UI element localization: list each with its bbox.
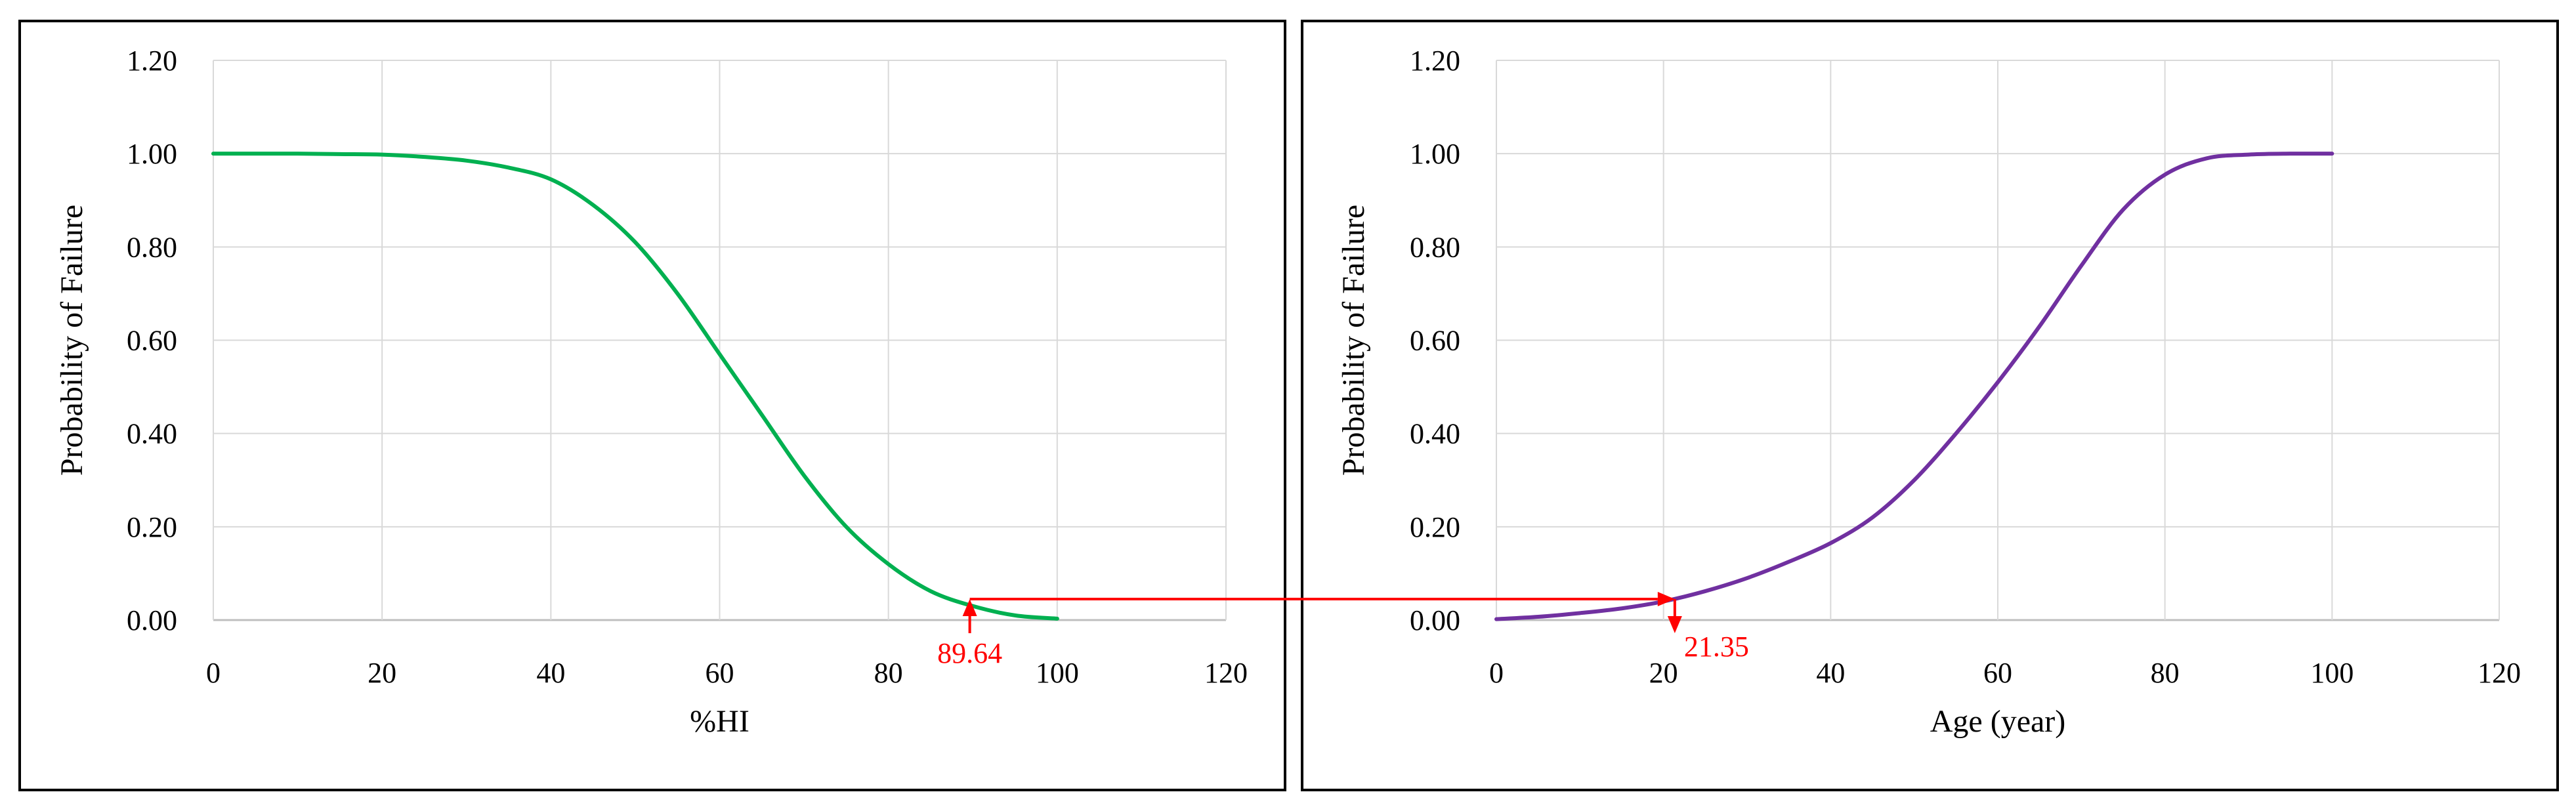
annotation-label-hi: 89.64 — [937, 637, 1002, 669]
x-tick-label-age-3: 60 — [1983, 657, 2012, 689]
y-tick-label-hi-4: 0.80 — [127, 231, 177, 263]
y-tick-label-age-5: 1.00 — [1410, 138, 1460, 170]
annotation-label-age: 21.35 — [1684, 631, 1749, 663]
x-tick-label-age-1: 20 — [1649, 657, 1678, 689]
y-tick-label-hi-5: 1.00 — [127, 138, 177, 170]
x-axis-title-hi: %HI — [690, 704, 750, 739]
x-tick-label-hi-5: 100 — [1036, 657, 1079, 689]
annotation-arrowhead-connector — [1657, 592, 1675, 607]
series-line-hi-0 — [211, 152, 1059, 621]
x-tick-label-age-0: 0 — [1489, 657, 1504, 689]
x-tick-label-hi-6: 120 — [1204, 657, 1248, 689]
x-tick-label-age-4: 80 — [2151, 657, 2180, 689]
y-tick-label-hi-3: 0.60 — [127, 325, 177, 357]
x-tick-label-hi-3: 60 — [706, 657, 734, 689]
x-axis-title-age: Age (year) — [1930, 704, 2066, 739]
panel-frame-hi — [18, 20, 1286, 791]
y-tick-label-age-2: 0.40 — [1410, 418, 1460, 450]
x-tick-label-age-2: 40 — [1816, 657, 1845, 689]
series-line-age-0 — [1494, 152, 2334, 621]
x-tick-label-hi-0: 0 — [206, 657, 221, 689]
y-axis-title-age: Probability of Failure — [1336, 205, 1371, 476]
y-tick-label-hi-6: 1.20 — [127, 45, 177, 77]
y-tick-label-hi-0: 0.00 — [127, 604, 177, 636]
x-tick-label-age-5: 100 — [2310, 657, 2354, 689]
x-tick-label-hi-4: 80 — [874, 657, 903, 689]
annotation-arrowhead-hi — [962, 599, 977, 617]
y-tick-label-age-0: 0.00 — [1410, 604, 1460, 636]
x-tick-label-hi-1: 20 — [368, 657, 396, 689]
x-tick-label-age-6: 120 — [2478, 657, 2521, 689]
y-tick-label-hi-2: 0.40 — [127, 418, 177, 450]
y-tick-label-hi-1: 0.20 — [127, 511, 177, 543]
y-tick-label-age-4: 0.80 — [1410, 231, 1460, 263]
annotation-arrowhead-age — [1667, 616, 1682, 633]
y-axis-title-hi: Probability of Failure — [54, 205, 89, 476]
y-tick-label-age-1: 0.20 — [1410, 511, 1460, 543]
y-tick-label-age-6: 1.20 — [1410, 45, 1460, 77]
y-tick-label-age-3: 0.60 — [1410, 325, 1460, 357]
panel-frame-age — [1301, 20, 2559, 791]
x-tick-label-hi-2: 40 — [536, 657, 565, 689]
